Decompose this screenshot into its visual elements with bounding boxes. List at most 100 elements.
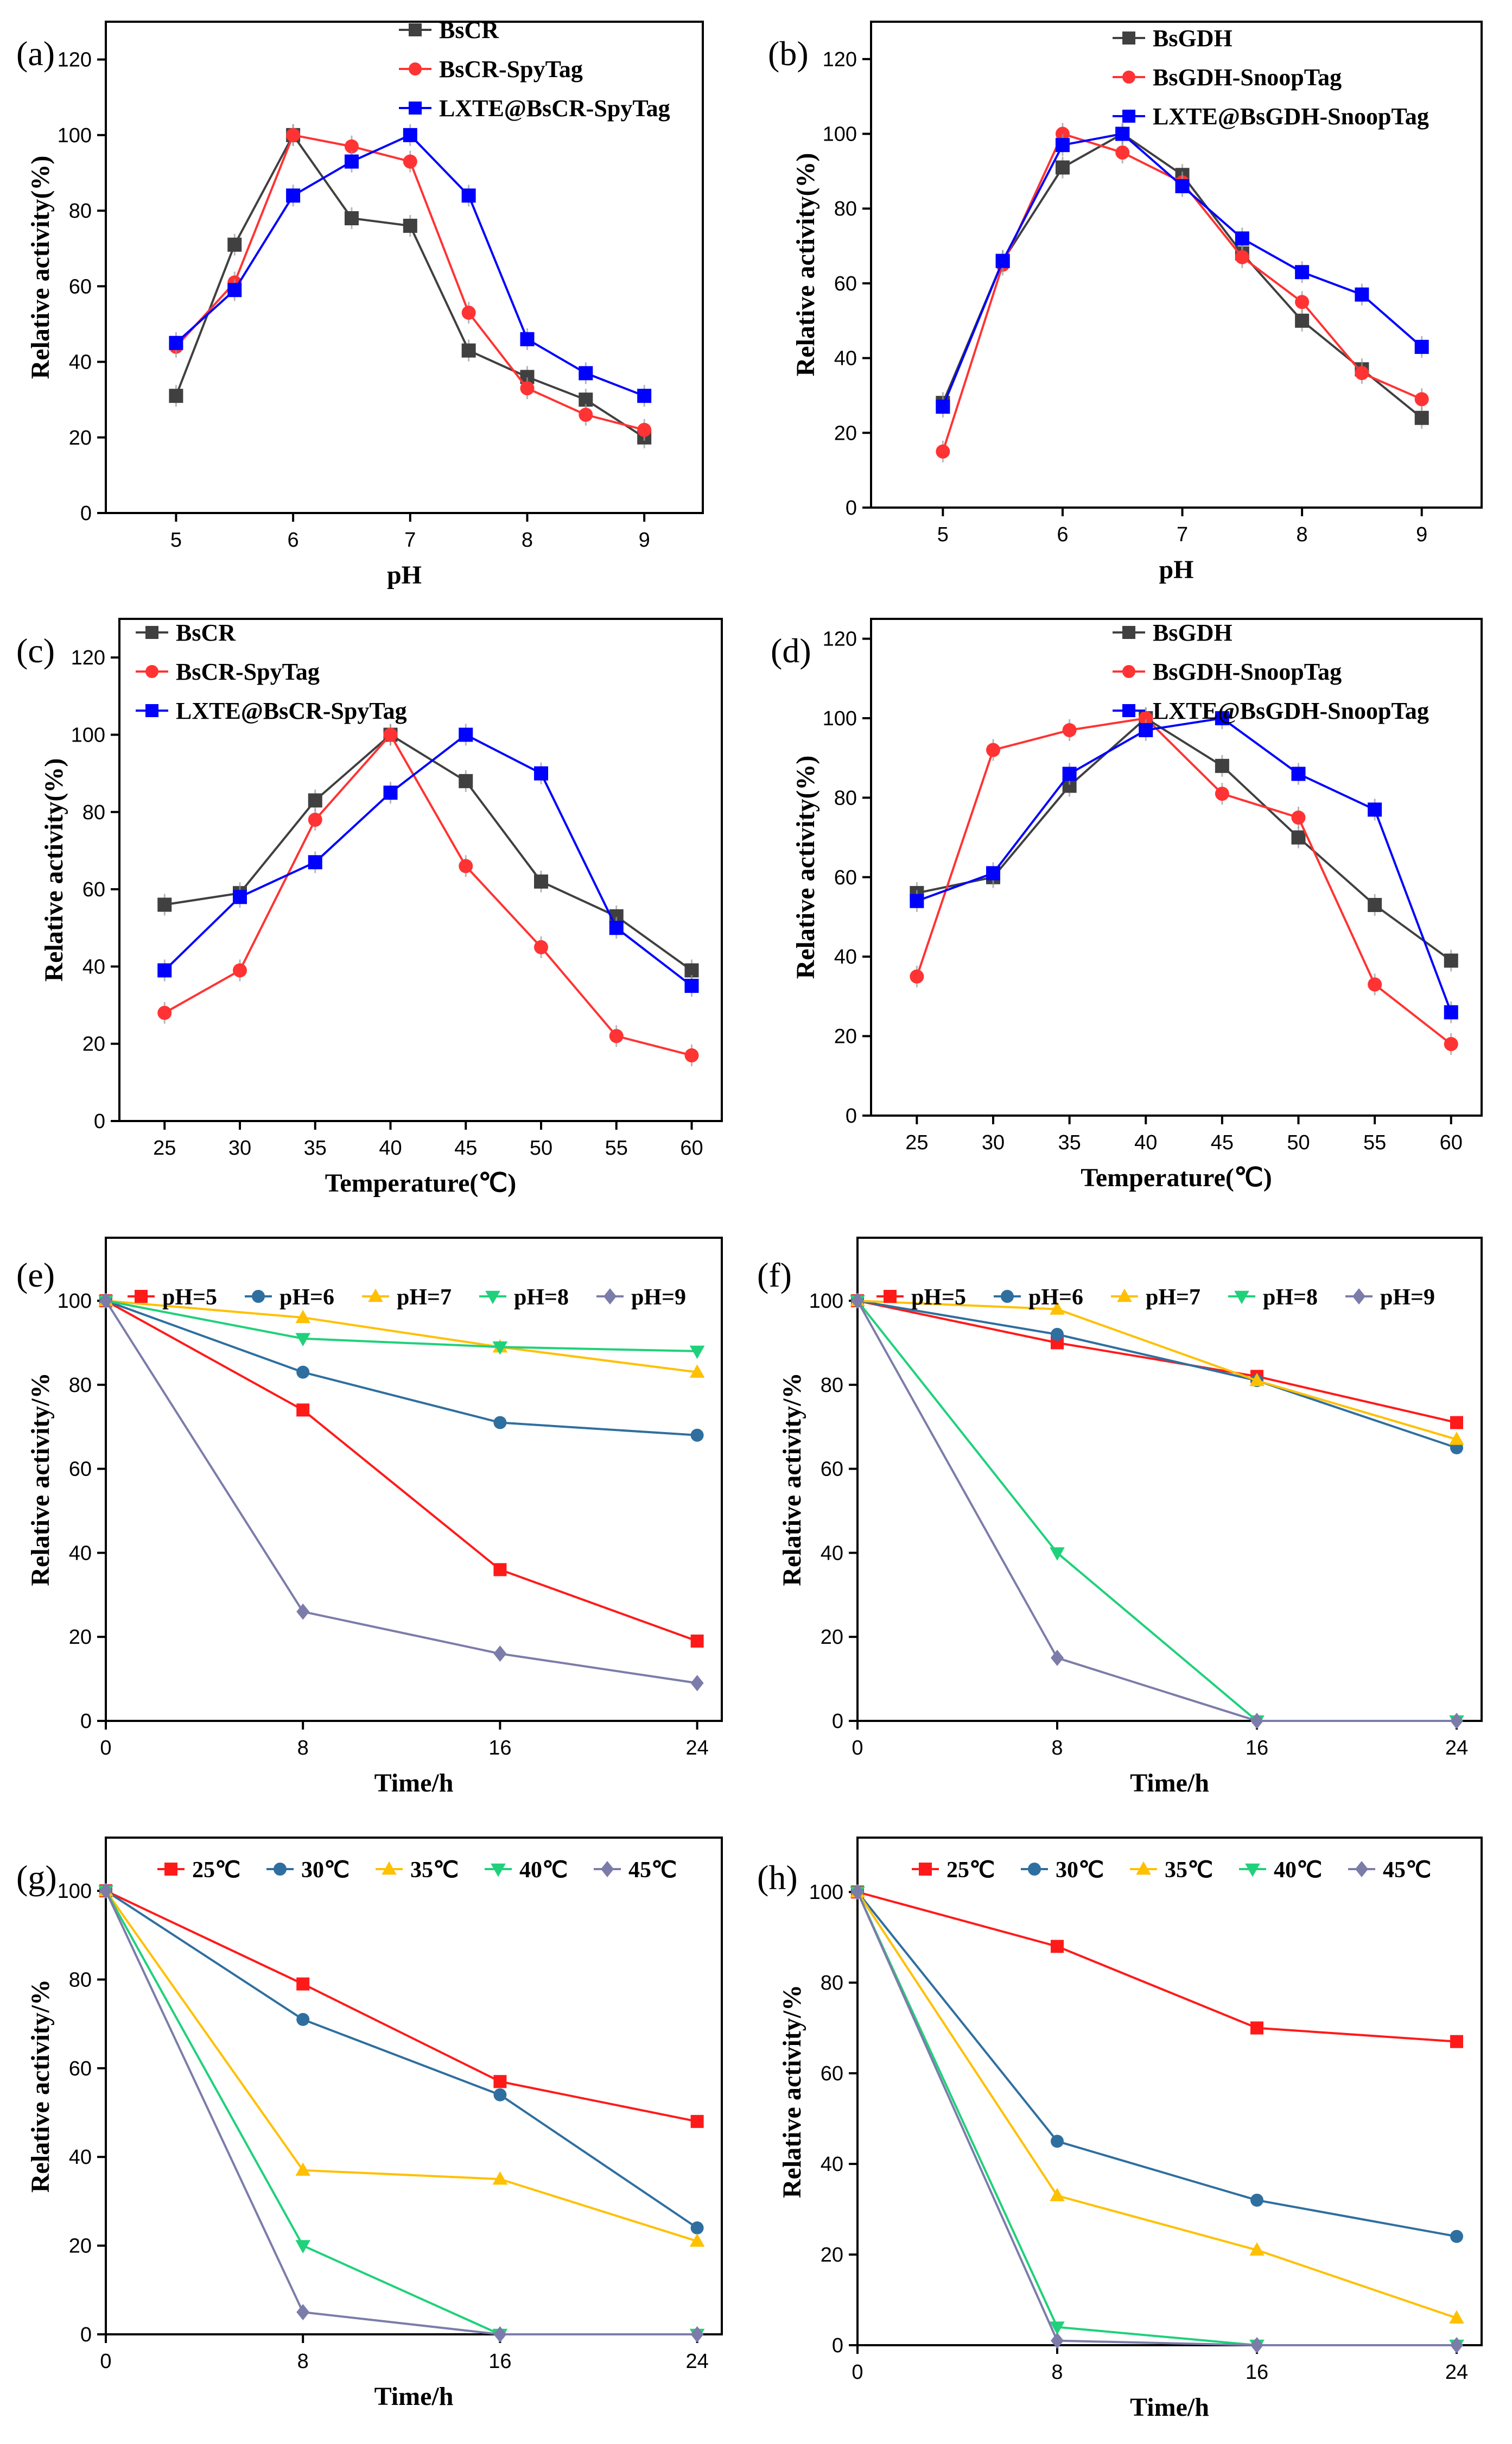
data-point: [1444, 953, 1458, 968]
x-tick-label: 35: [1058, 1131, 1081, 1154]
x-tick-label: 24: [685, 1737, 708, 1759]
chart-panel-g: 0 20 40 60 80 100 0 8 16 24 Time/h Relative activit…: [16, 1837, 723, 2411]
panel-label: (h): [757, 1858, 798, 1897]
y-tick-label: 20: [69, 427, 92, 449]
panel-label: (f): [757, 1256, 792, 1294]
data-point: [1450, 2337, 1463, 2353]
data-point: [1215, 787, 1229, 801]
x-axis-title: Time/h: [1130, 1769, 1209, 1797]
data-point: [690, 2114, 704, 2128]
series-pH=9: [99, 1293, 704, 1692]
series-line: [105, 1300, 697, 1352]
data-point: [684, 978, 699, 993]
y-tick-label: 80: [69, 200, 92, 223]
x-tick-label: 45: [454, 1137, 477, 1160]
legend-label: LXTE@BsCR-SpyTag: [439, 95, 670, 122]
data-point: [157, 897, 172, 912]
data-point: [403, 218, 417, 233]
chart-panel-b: 0 20 40 60 80 100 120 5 6 7 8 9 pH Relative activity(…: [768, 21, 1483, 584]
data-point: [1051, 2135, 1064, 2148]
chart-panel-f: 0 20 40 60 80 100 0 8 16 24 Time/h Relative activit…: [757, 1237, 1483, 1797]
data-point: [936, 400, 950, 414]
data-point: [690, 1428, 704, 1442]
legend: pH=5 pH=6 pH=7 pH=8 pH=9: [128, 1285, 686, 1310]
legend: BsGDH BsGDH-SnoopTag LXTE@BsGDH-SnoopTag: [1113, 619, 1429, 724]
legend-label: 40℃: [519, 1858, 568, 1883]
plot-frame: [105, 1237, 723, 1722]
y-tick-label: 0: [846, 1105, 857, 1128]
legend-swatch-marker: [409, 62, 422, 75]
series-line: [857, 1891, 1457, 2043]
legend-swatch-marker: [274, 1863, 287, 1876]
data-point: [493, 1563, 507, 1576]
y-tick-label: 0: [80, 502, 92, 525]
x-tick-label: 50: [530, 1137, 552, 1160]
data-point: [296, 2304, 310, 2321]
series-35℃: [850, 1884, 1464, 2324]
legend-swatch-marker: [919, 1863, 932, 1876]
data-point: [1139, 711, 1153, 725]
data-point: [157, 1005, 172, 1020]
y-tick-label: 20: [834, 422, 857, 445]
data-point: [1051, 1940, 1064, 1953]
y-tick-label: 20: [82, 1033, 105, 1056]
series-pH=9: [851, 1293, 1463, 1729]
x-tick-label: 24: [685, 2350, 708, 2373]
y-tick-label: 20: [821, 1626, 843, 1649]
legend-label: LXTE@BsGDH-SnoopTag: [1153, 103, 1429, 130]
data-point: [1368, 802, 1382, 817]
y-tick-label: 0: [80, 1710, 92, 1733]
data-point: [1250, 1713, 1263, 1729]
data-point: [344, 154, 359, 169]
data-point: [1450, 2230, 1463, 2243]
panel-label: (c): [16, 631, 55, 670]
legend-swatch-marker: [145, 626, 158, 639]
y-tick-label: 60: [69, 1458, 92, 1481]
legend-label: 30℃: [1056, 1858, 1104, 1883]
data-point: [1050, 1301, 1065, 1315]
y-tick-label: 80: [834, 787, 857, 809]
series-40℃: [850, 1886, 1464, 2353]
series-line: [857, 1300, 1457, 1449]
data-point: [534, 766, 548, 781]
data-point: [1055, 126, 1070, 141]
data-point: [1450, 1416, 1463, 1429]
data-point: [684, 1048, 699, 1063]
x-tick-label: 60: [680, 1137, 703, 1160]
series-line: [105, 1890, 697, 2335]
data-point: [461, 306, 476, 320]
x-tick-label: 55: [605, 1137, 628, 1160]
x-tick-label: 24: [1445, 1737, 1468, 1759]
x-tick-label: 8: [1297, 523, 1308, 546]
data-point: [1062, 723, 1077, 737]
y-tick-label: 60: [834, 866, 857, 889]
data-point: [308, 855, 322, 870]
data-point: [609, 921, 624, 935]
y-tick-label: 80: [821, 1972, 843, 1995]
data-point: [1414, 392, 1429, 407]
data-point: [1355, 366, 1369, 381]
y-tick-label: 80: [82, 801, 105, 824]
series-45℃: [99, 1883, 704, 2342]
data-point: [851, 1884, 864, 1901]
data-point: [493, 2326, 507, 2342]
legend-swatch-marker: [1122, 665, 1135, 678]
legend-label: BsGDH: [1153, 25, 1233, 52]
y-tick-label: 0: [832, 2334, 843, 2357]
x-tick-label: 30: [228, 1137, 251, 1160]
series-40℃: [98, 1885, 705, 2342]
y-tick-label: 60: [834, 273, 857, 295]
data-point: [910, 894, 924, 908]
data-point: [1051, 2332, 1064, 2349]
legend-swatch-marker: [491, 1863, 506, 1877]
y-tick-label: 40: [69, 2146, 92, 2169]
legend: pH=5 pH=6 pH=7 pH=8 pH=9: [876, 1285, 1435, 1310]
y-tick-label: 0: [832, 1710, 843, 1733]
y-tick-label: 60: [69, 2057, 92, 2080]
data-point: [690, 2326, 704, 2342]
data-point: [1055, 160, 1070, 175]
legend-label: BsCR: [176, 619, 236, 646]
y-tick-label: 120: [823, 48, 857, 71]
series-30℃: [99, 1884, 704, 2234]
panel-label: (g): [16, 1858, 57, 1897]
